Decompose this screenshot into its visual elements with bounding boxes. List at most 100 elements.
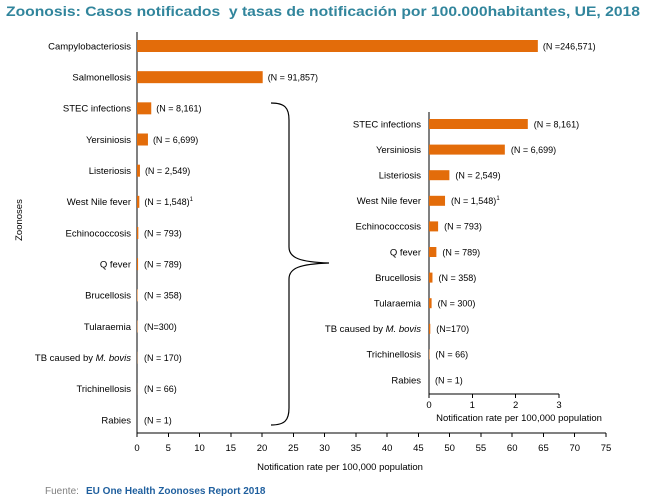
inset-category-label-rabies: Rabies <box>391 375 421 386</box>
inset-value-label-west-nile-fever: (N = 1,548)1 <box>451 196 500 206</box>
value-label-text: (N = 6,699) <box>511 145 556 155</box>
main-category-label-q-fever: Q fever <box>100 259 131 270</box>
inset-value-label-brucellosis: (N = 358) <box>438 273 476 283</box>
value-label-text: (N = 789) <box>442 247 480 257</box>
main-value-label-listeriosis: (N = 2,549) <box>145 166 190 176</box>
value-label-text: (N = 358) <box>438 273 476 283</box>
main-value-label-trichinellosis: (N = 66) <box>144 384 177 394</box>
main-category-label-stec-infections: STEC infections <box>63 104 131 115</box>
main-category-label-salmonellosis: Salmonellosis <box>72 72 131 83</box>
main-bar-listeriosis <box>137 164 140 177</box>
main-x-tick-label-10: 10 <box>194 443 205 454</box>
value-label-text: (N = 66) <box>144 384 177 394</box>
inset-x-tick-label-2: 2 <box>513 400 518 411</box>
inset-category-label-stec-infections: STEC infections <box>353 119 421 130</box>
main-bar-brucellosis <box>137 289 138 302</box>
main-x-tick-label-70: 70 <box>569 443 580 454</box>
main-category-label-listeriosis: Listeriosis <box>89 166 131 177</box>
main-category-label-yersiniosis: Yersiniosis <box>86 135 131 146</box>
value-label-text: (N = 1) <box>144 415 172 425</box>
inset-value-label-q-fever: (N = 789) <box>442 247 480 257</box>
inset-x-tick-label-0: 0 <box>426 400 431 411</box>
inset-value-label-tb-caused-by-m-bovis: (N=170) <box>436 324 469 334</box>
main-value-label-campylobacteriosis: (N =246,571) <box>543 41 596 51</box>
value-label-text: (N = 2,549) <box>455 171 500 181</box>
category-label-species: M. bovis <box>386 324 422 335</box>
inset-bar-tularaemia <box>429 298 432 309</box>
source-text: EU One Health Zoonoses Report 2018 <box>86 486 266 497</box>
inset-category-label-brucellosis: Brucellosis <box>375 273 421 284</box>
main-category-label-brucellosis: Brucellosis <box>85 291 131 302</box>
value-label-text: (N = 8,161) <box>534 119 579 129</box>
main-value-label-salmonellosis: (N = 91,857) <box>268 72 318 82</box>
main-value-label-q-fever: (N = 789) <box>144 259 182 269</box>
inset-chart: Notification rate per 100,000 population… <box>325 112 602 424</box>
inset-category-label-trichinellosis: Trichinellosis <box>366 350 421 361</box>
main-category-label-rabies: Rabies <box>101 415 131 426</box>
main-bar-q-fever <box>137 258 139 271</box>
main-bar-campylobacteriosis <box>137 40 538 52</box>
category-label-text: TB caused by <box>35 353 96 364</box>
main-x-tick-label-45: 45 <box>413 443 424 454</box>
value-label-text: (N=300) <box>144 322 177 332</box>
main-x-tick-label-30: 30 <box>319 443 330 454</box>
inset-value-label-listeriosis: (N = 2,549) <box>455 171 500 181</box>
inset-category-label-tularaemia: Tularaemia <box>374 299 422 310</box>
main-bar-yersiniosis <box>137 133 148 146</box>
footnote-marker: 1 <box>496 196 500 202</box>
inset-bar-yersiniosis <box>429 144 505 155</box>
value-label-text: (N = 793) <box>444 222 482 232</box>
value-label-text: (N = 1) <box>435 375 463 385</box>
main-bar-echinococcosis <box>137 227 139 240</box>
inset-category-label-tb-caused-by-m-bovis: TB caused by M. bovis <box>325 324 421 335</box>
inset-category-label-echinococcosis: Echinococcosis <box>356 222 422 233</box>
value-label-text: (N = 1,548) <box>144 197 189 207</box>
main-category-label-echinococcosis: Echinococcosis <box>66 228 132 239</box>
main-bar-west-nile-fever <box>137 195 140 208</box>
value-label-text: (N = 793) <box>144 228 182 238</box>
category-label-text: TB caused by <box>325 324 386 335</box>
main-x-tick-label-60: 60 <box>507 443 518 454</box>
value-label-text: (N = 1,548) <box>451 196 496 206</box>
main-x-tick-label-35: 35 <box>351 443 362 454</box>
main-x-tick-label-55: 55 <box>476 443 487 454</box>
main-chart: Notification rate per 100,000 population… <box>14 32 611 473</box>
value-label-text: (N = 66) <box>435 350 468 360</box>
inset-value-label-rabies: (N = 1) <box>435 375 463 385</box>
main-x-tick-label-25: 25 <box>288 443 299 454</box>
main-value-label-yersiniosis: (N = 6,699) <box>153 135 198 145</box>
inset-value-label-tularaemia: (N = 300) <box>438 299 476 309</box>
inset-bar-west-nile-fever <box>429 195 446 206</box>
value-label-text: (N = 789) <box>144 259 182 269</box>
chart-title: Zoonosis: Casos notificados y tasas de n… <box>6 3 640 19</box>
main-x-tick-label-50: 50 <box>444 443 455 454</box>
bracket <box>270 102 330 426</box>
main-value-label-echinococcosis: (N = 793) <box>144 228 182 238</box>
main-value-label-tularaemia: (N=300) <box>144 322 177 332</box>
value-label-text: (N = 170) <box>144 353 182 363</box>
inset-bar-tb-caused-by-m-bovis <box>429 323 431 334</box>
value-label-text: (N = 6,699) <box>153 135 198 145</box>
main-category-label-trichinellosis: Trichinellosis <box>76 384 131 395</box>
inset-category-label-west-nile-fever: West Nile fever <box>357 196 421 207</box>
main-x-tick-label-15: 15 <box>226 443 237 454</box>
inset-x-axis-label: Notification rate per 100,000 population <box>436 413 602 424</box>
main-category-label-west-nile-fever: West Nile fever <box>67 197 131 208</box>
main-bar-stec-infections <box>137 102 152 115</box>
category-label-species: M. bovis <box>96 353 132 364</box>
value-label-text: (N = 2,549) <box>145 166 190 176</box>
main-x-tick-label-20: 20 <box>257 443 268 454</box>
inset-x-tick-label-3: 3 <box>556 400 561 411</box>
main-x-tick-label-5: 5 <box>166 443 171 454</box>
main-value-label-tb-caused-by-m-bovis: (N = 170) <box>144 353 182 363</box>
main-value-label-stec-infections: (N = 8,161) <box>156 104 201 114</box>
value-label-text: (N =246,571) <box>543 41 596 51</box>
main-y-axis-label: Zoonoses <box>14 199 25 241</box>
main-x-tick-label-40: 40 <box>382 443 393 454</box>
value-label-text: (N = 91,857) <box>268 72 318 82</box>
main-x-tick-label-75: 75 <box>601 443 612 454</box>
inset-bar-q-fever <box>429 247 437 257</box>
main-value-label-rabies: (N = 1) <box>144 415 172 425</box>
inset-value-label-trichinellosis: (N = 66) <box>435 350 468 360</box>
